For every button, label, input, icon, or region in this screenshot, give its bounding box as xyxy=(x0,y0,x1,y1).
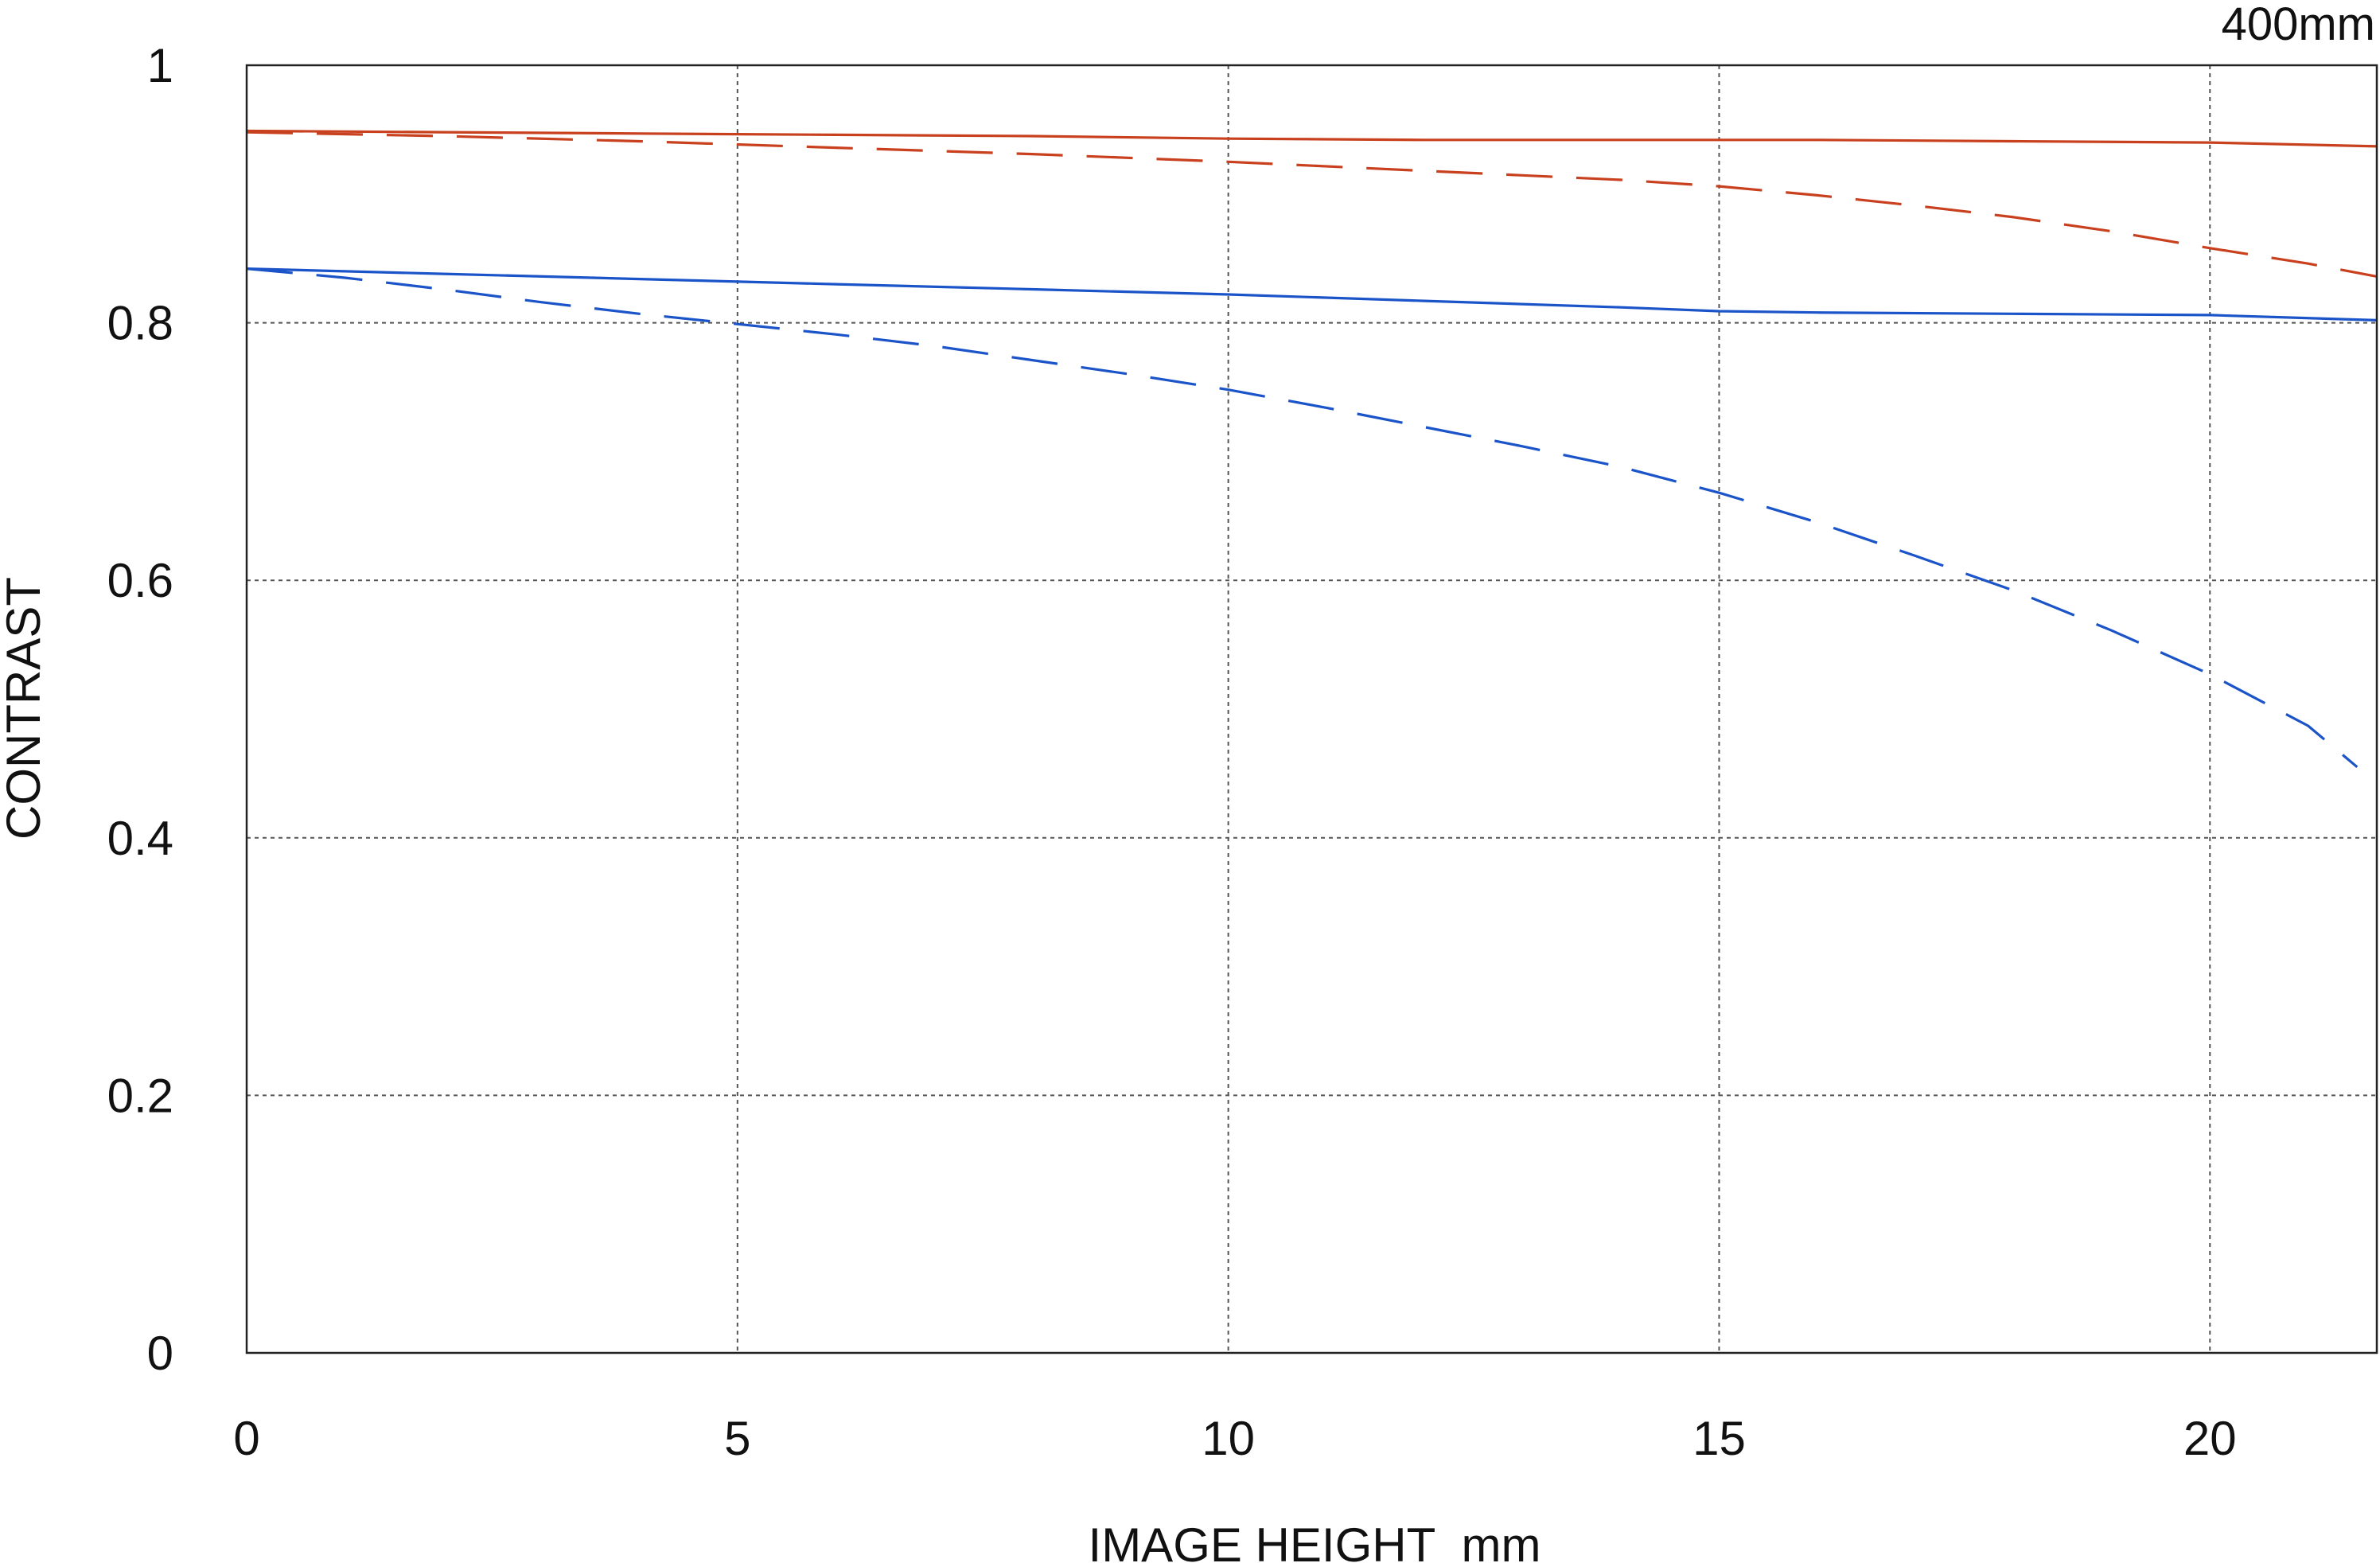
y-tick-label: 0.2 xyxy=(107,1069,173,1122)
x-tick-labels: 0 5 10 15 20 xyxy=(233,1412,2236,1465)
y-tick-label: 1 xyxy=(147,39,173,92)
x-tick-label: 20 xyxy=(2183,1412,2237,1465)
y-axis-title: CONTRAST xyxy=(0,577,50,840)
y-tick-label: 0 xyxy=(147,1327,173,1380)
focal-length-label: 400mm xyxy=(2222,0,2375,50)
x-tick-label: 15 xyxy=(1692,1412,1746,1465)
series-line-2 xyxy=(246,131,2378,278)
grid-lines xyxy=(247,65,2377,1353)
x-tick-label: 10 xyxy=(1202,1412,1255,1465)
y-tick-label: 0.4 xyxy=(107,812,173,865)
x-tick-label: 0 xyxy=(233,1412,259,1465)
x-axis-title: IMAGE HEIGHT mm xyxy=(1089,1518,1541,1563)
y-tick-label: 0.8 xyxy=(107,297,173,350)
y-tick-labels: 0 0.2 0.4 0.6 0.8 1 xyxy=(107,39,173,1380)
series-line-1 xyxy=(246,129,2378,148)
series-line-3 xyxy=(246,267,2378,322)
series-line-4 xyxy=(246,267,2359,769)
x-tick-label: 5 xyxy=(724,1412,750,1465)
y-tick-label: 0.6 xyxy=(107,554,173,607)
plot-frame xyxy=(245,64,2378,1354)
series-layer xyxy=(246,129,2378,769)
